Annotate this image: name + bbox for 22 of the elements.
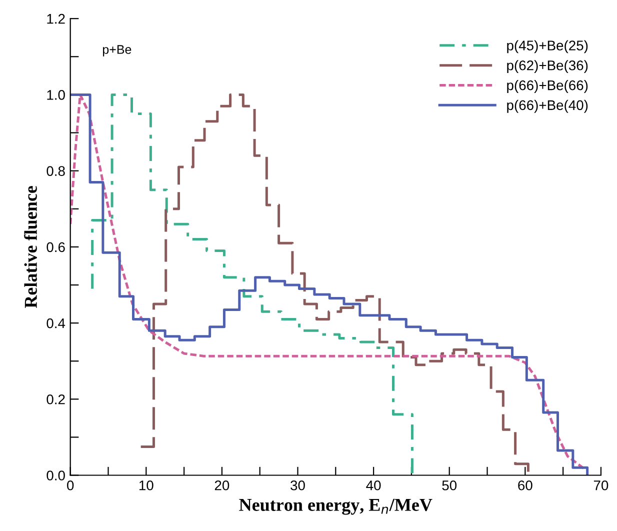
y-tick-label: 0.2: [46, 394, 65, 404]
x-tick-label: 0: [67, 480, 74, 490]
y-tick-label: 0.4: [46, 318, 66, 328]
x-tick-label: 20: [214, 480, 230, 490]
x-tick-label: 60: [518, 480, 532, 490]
legend-label: p(66)+Be(40): [507, 100, 588, 113]
legend-label: p(45)+Be(25): [507, 40, 588, 54]
x-tick-label: 10: [139, 480, 154, 490]
y-tick-label: 1.0: [47, 90, 65, 100]
x-tick-label: 50: [442, 480, 457, 490]
annotation: p+Be: [102, 45, 132, 56]
x-tick-label: 40: [366, 480, 381, 490]
legend-label: p(66)+Be(66): [507, 80, 588, 93]
x-axis-title: Neutron energy, E$_{n}$/MeV: [239, 498, 432, 515]
x-tick-label: 30: [290, 480, 305, 490]
x-tick-label: 70: [594, 480, 608, 490]
legend-label: p(62)+Be(36): [507, 60, 588, 74]
y-tick-label: 0.6: [46, 242, 65, 252]
y-tick-label: 1.2: [47, 14, 65, 24]
y-axis-title: Relative fluence: [24, 186, 37, 308]
y-tick-label: 0.8: [46, 166, 65, 176]
y-tick-label: 0.0: [46, 470, 65, 480]
